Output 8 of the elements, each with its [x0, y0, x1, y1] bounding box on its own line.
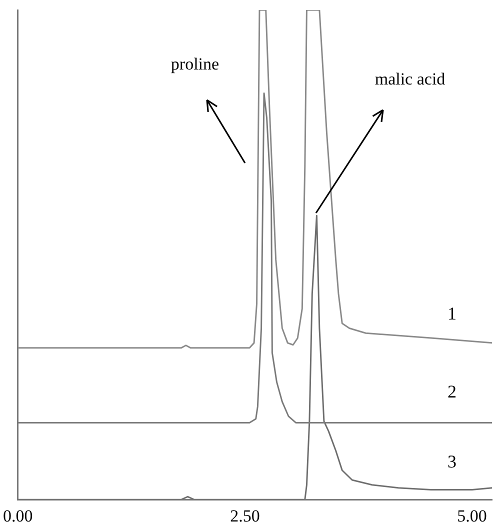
series-label: 1	[448, 304, 457, 324]
series-label: 3	[448, 452, 457, 472]
annotation: malic acid	[374, 69, 446, 88]
x-tick-label: 2.50	[230, 506, 260, 526]
annotation: proline	[170, 54, 220, 74]
x-tick-label: 0.00	[3, 506, 33, 526]
series-label: 2	[448, 381, 457, 402]
x-tick-label: 5.00	[457, 506, 487, 526]
